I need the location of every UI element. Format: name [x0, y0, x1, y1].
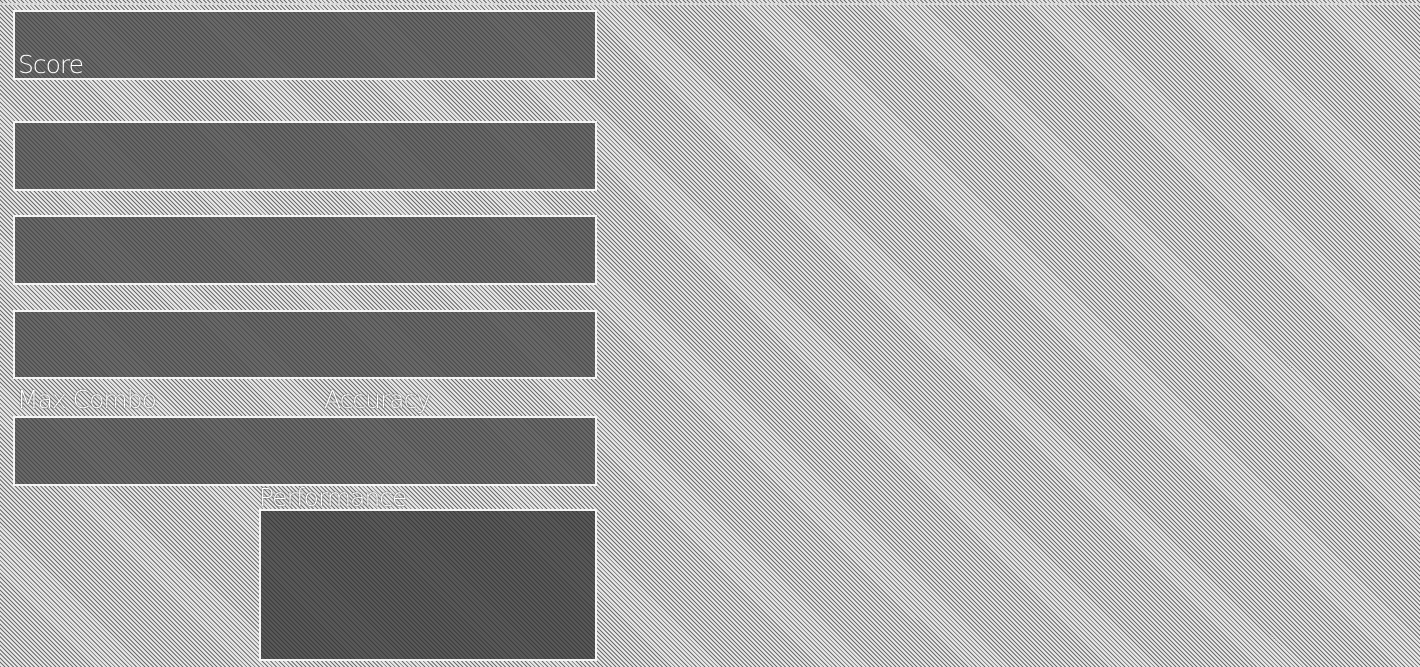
top-divider — [0, 3, 1420, 5]
combo-accuracy-panel — [13, 416, 597, 486]
stat-panel-2 — [13, 215, 597, 285]
max-combo-label: Max Combo — [17, 385, 157, 414]
performance-label: Performance — [259, 483, 407, 512]
accuracy-label: Accuracy — [324, 385, 431, 414]
performance-panel — [259, 509, 597, 661]
stat-panel-3 — [13, 310, 597, 379]
score-panel: Score — [13, 10, 597, 80]
stat-panel-1 — [13, 121, 597, 191]
score-label: Score — [18, 50, 84, 79]
